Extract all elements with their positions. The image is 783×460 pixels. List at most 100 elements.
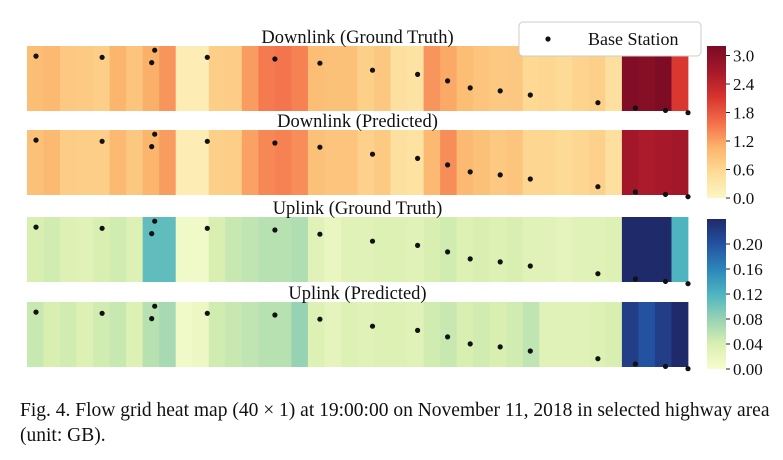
colorbar-tick-label: 2.4	[733, 75, 755, 94]
heatmap-cell	[423, 302, 441, 367]
base-station-marker	[527, 348, 533, 354]
colorbar-tick-label: 0.20	[733, 235, 763, 254]
heatmap-cell	[43, 130, 61, 195]
heatmap-cell	[340, 302, 358, 367]
heatmap-cell	[621, 217, 639, 282]
base-station-marker	[685, 110, 691, 116]
heatmap-panel: Uplink (Predicted)	[27, 284, 691, 372]
base-station-marker	[595, 356, 601, 362]
base-station-marker	[415, 71, 421, 77]
base-station-marker	[527, 263, 533, 269]
heatmap-cell	[225, 302, 243, 367]
heatmap-cell	[241, 217, 259, 282]
base-station-marker	[467, 85, 473, 91]
heatmap-cell	[159, 217, 177, 282]
heatmap-cell	[307, 217, 325, 282]
heatmap-cell	[175, 217, 193, 282]
heatmap-cell	[374, 217, 391, 282]
heatmap-cell	[291, 217, 309, 282]
heatmap-cell	[572, 46, 590, 111]
heatmap-cell	[76, 46, 94, 111]
base-station-marker	[467, 169, 473, 175]
heatmap-cell	[159, 302, 177, 367]
heatmap-cell	[142, 130, 160, 195]
heatmap-cell	[555, 46, 573, 111]
base-station-marker	[33, 53, 39, 59]
heatmap-cell	[671, 130, 689, 195]
heatmap-cell	[60, 46, 77, 111]
heatmap-cell	[340, 130, 358, 195]
colorbar-tick-label: 3.0	[733, 47, 754, 66]
heatmap-cell	[456, 302, 474, 367]
colorbar-tick-label: 1.2	[733, 132, 754, 151]
heatmap-cell	[489, 217, 507, 282]
heatmap-cell	[93, 302, 111, 367]
base-station-marker	[272, 140, 278, 146]
heatmap-cell	[588, 217, 606, 282]
heatmap-cell	[241, 130, 259, 195]
colorbar-tick-label: 0.16	[733, 260, 763, 279]
colorbar-tick-label: 1.8	[733, 104, 754, 123]
base-station-marker	[272, 312, 278, 318]
heatmap-cell	[324, 302, 342, 367]
heatmap-cell	[159, 46, 177, 111]
heatmap-cell	[324, 46, 342, 111]
base-station-marker	[369, 238, 376, 244]
base-station-marker	[317, 60, 323, 66]
base-station-marker	[317, 231, 323, 237]
base-station-marker	[149, 231, 155, 237]
base-station-marker	[445, 162, 451, 168]
base-station-marker	[415, 155, 421, 161]
heatmap-cell	[60, 302, 77, 367]
base-station-marker	[467, 341, 473, 347]
base-station-marker	[99, 225, 105, 231]
heatmap-cell	[109, 302, 127, 367]
heatmap-cell	[506, 46, 524, 111]
heatmap-cell	[43, 46, 61, 111]
panel-title: Uplink (Ground Truth)	[273, 199, 443, 219]
heatmap-cell	[93, 130, 111, 195]
base-station-marker	[595, 184, 601, 190]
heatmap-cell	[621, 46, 639, 111]
base-station-marker	[662, 278, 669, 284]
base-station-marker	[99, 54, 105, 60]
heatmap-cell	[192, 217, 210, 282]
base-station-marker	[272, 56, 278, 62]
heatmap-cell	[489, 46, 507, 111]
heatmap-cell	[340, 46, 358, 111]
base-station-marker	[497, 88, 503, 94]
heatmap-cell	[274, 46, 292, 111]
heatmap-cell	[126, 302, 144, 367]
heatmap-cell	[654, 46, 672, 111]
heatmap-cell	[654, 130, 672, 195]
base-station-marker	[369, 151, 376, 157]
base-station-marker	[595, 271, 601, 277]
base-station-marker	[527, 92, 533, 98]
base-station-marker	[632, 276, 639, 282]
heatmap-cell	[60, 130, 77, 195]
heatmap-cell	[588, 130, 606, 195]
heatmap-cell	[76, 130, 94, 195]
heatmap-cell	[192, 46, 210, 111]
heatmap-cell	[407, 130, 424, 195]
heatmap-cell	[407, 217, 424, 282]
heatmap-cell	[506, 130, 524, 195]
colorbar-tick-label: 0.12	[733, 285, 763, 304]
heatmap-cell	[374, 130, 391, 195]
base-station-marker	[527, 176, 533, 182]
heatmap-cell	[225, 130, 243, 195]
base-station-marker	[204, 225, 210, 231]
heatmap-cell	[407, 46, 424, 111]
heatmap-cell	[76, 217, 94, 282]
heatmap-cell	[208, 302, 226, 367]
heatmap-cell	[572, 130, 590, 195]
heatmap-cell	[208, 217, 226, 282]
legend-label: Base Station	[588, 29, 679, 49]
colorbars: 3.0 2.4 1.8 1.2 0.6 0.0 0.20 0.16 0.12 0.08 0.04 0.…	[707, 46, 763, 379]
heatmap-cell	[605, 46, 623, 111]
heatmap-cell	[555, 130, 573, 195]
heatmap-cell	[241, 46, 259, 111]
heatmap-cell	[258, 46, 276, 111]
heatmap-cell	[357, 217, 375, 282]
base-station-marker	[497, 259, 503, 265]
